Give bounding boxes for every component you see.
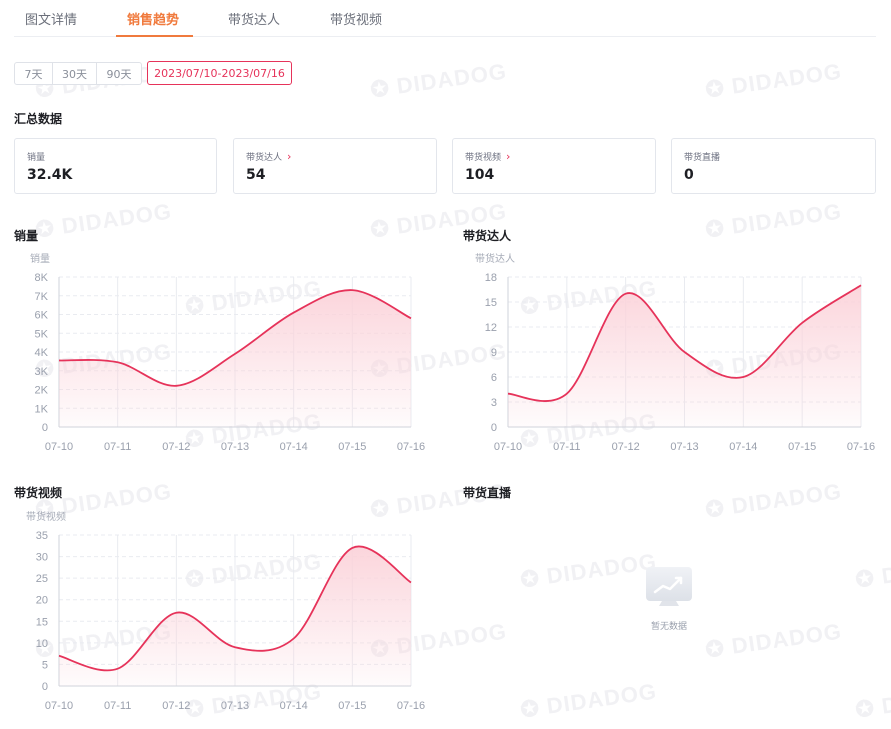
y-tick-label: 4K [35,347,49,359]
y-tick-label: 5K [35,328,49,340]
card-label: 销量 [27,153,46,163]
tab-bar: 图文详情 销售趋势 带货达人 带货视频 [14,0,876,37]
series-area [59,290,411,427]
series-line [507,284,862,402]
x-tick-label: 07-14 [280,441,308,453]
y-tick-label: 15 [36,616,48,628]
y-tick-label: 25 [36,573,48,585]
x-tick-label: 07-16 [847,441,875,453]
x-tick-label: 07-12 [612,441,640,453]
y-tick-label: 18 [485,272,497,284]
x-tick-label: 07-16 [397,441,425,453]
card-value: 32.4K [27,167,73,183]
series-line [58,289,412,387]
y-tick-label: 0 [42,422,48,434]
chart-title-influencers: 带货达人 [463,229,512,243]
summary-card-sales: 销量 32.4K [14,138,217,194]
y-tick-label: 0 [491,422,497,434]
y-tick-label: 1K [35,403,49,415]
range-30d-button[interactable]: 30天 [53,62,97,85]
tab-graphic-details[interactable]: 图文详情 [25,13,78,28]
range-7d-button[interactable]: 7天 [14,62,53,85]
empty-monitor-icon [646,567,692,606]
card-value: 104 [465,167,495,183]
x-tick-label: 07-11 [104,441,131,453]
y-tick-label: 9 [491,347,497,359]
y-tick-label: 35 [36,530,48,542]
chart-title-live: 带货直播 [463,486,512,500]
tab-influencers[interactable]: 带货达人 [228,13,281,28]
x-tick-label: 07-14 [280,700,308,712]
x-tick-label: 07-10 [45,441,73,453]
tab-sales-trend[interactable]: 销售趋势 [127,13,180,28]
chevron-right-icon[interactable]: › [287,150,292,163]
x-tick-label: 07-15 [338,441,366,453]
summary-card-influencers[interactable]: 带货达人 › 54 [233,138,437,194]
y-tick-label: 5 [42,659,48,671]
live-empty-state: 暂无数据 [643,565,695,632]
card-label: 带货直播 [684,153,721,163]
chevron-right-icon[interactable]: › [506,150,511,163]
y-tick-label: 7K [35,291,49,303]
range-90d-button[interactable]: 90天 [97,62,142,85]
x-tick-label: 07-13 [221,700,249,712]
y-tick-label: 8K [35,272,49,284]
chart-title-sales: 销量 [14,229,39,243]
y-tick-label: 30 [36,552,48,564]
summary-card-live: 带货直播 0 [671,138,876,194]
tab-videos[interactable]: 带货视频 [330,13,383,28]
card-label: 带货达人 [246,153,283,163]
card-value: 0 [684,167,694,183]
y-axis-unit-label: 销量 [30,252,50,265]
range-selector: 7天 30天 90天 [14,62,142,85]
series-line [58,545,412,672]
x-tick-label: 07-10 [45,700,73,712]
x-tick-label: 07-14 [729,441,757,453]
series-area [59,546,411,686]
y-tick-label: 10 [36,638,48,650]
y-axis-unit-label: 带货视频 [26,510,66,523]
y-tick-label: 6K [35,310,49,322]
y-tick-label: 20 [36,595,48,607]
y-tick-label: 2K [35,385,49,397]
summary-card-videos[interactable]: 带货视频 › 104 [452,138,656,194]
x-tick-label: 07-10 [494,441,522,453]
y-tick-label: 15 [485,297,497,309]
active-tab-underline [116,35,193,37]
x-tick-label: 07-15 [338,700,366,712]
x-tick-label: 07-16 [397,700,425,712]
x-tick-label: 07-11 [104,700,131,712]
x-tick-label: 07-15 [788,441,816,453]
card-value: 54 [246,167,266,183]
x-tick-label: 07-12 [162,441,190,453]
x-tick-label: 07-13 [221,441,249,453]
y-tick-label: 3K [35,366,49,378]
x-tick-label: 07-11 [553,441,580,453]
card-label: 带货视频 [465,153,502,163]
summary-title: 汇总数据 [14,112,63,126]
y-tick-label: 12 [485,322,497,334]
x-tick-label: 07-13 [670,441,698,453]
chart-title-videos: 带货视频 [14,486,63,500]
series-area [508,285,861,427]
empty-state-text: 暂无数据 [650,622,687,632]
y-axis-unit-label: 带货达人 [475,252,515,265]
y-tick-label: 3 [491,397,497,409]
y-tick-label: 0 [42,681,48,693]
date-range-picker[interactable]: 2023/07/10-2023/07/16 [147,61,292,85]
y-tick-label: 6 [491,372,497,384]
x-tick-label: 07-12 [162,700,190,712]
